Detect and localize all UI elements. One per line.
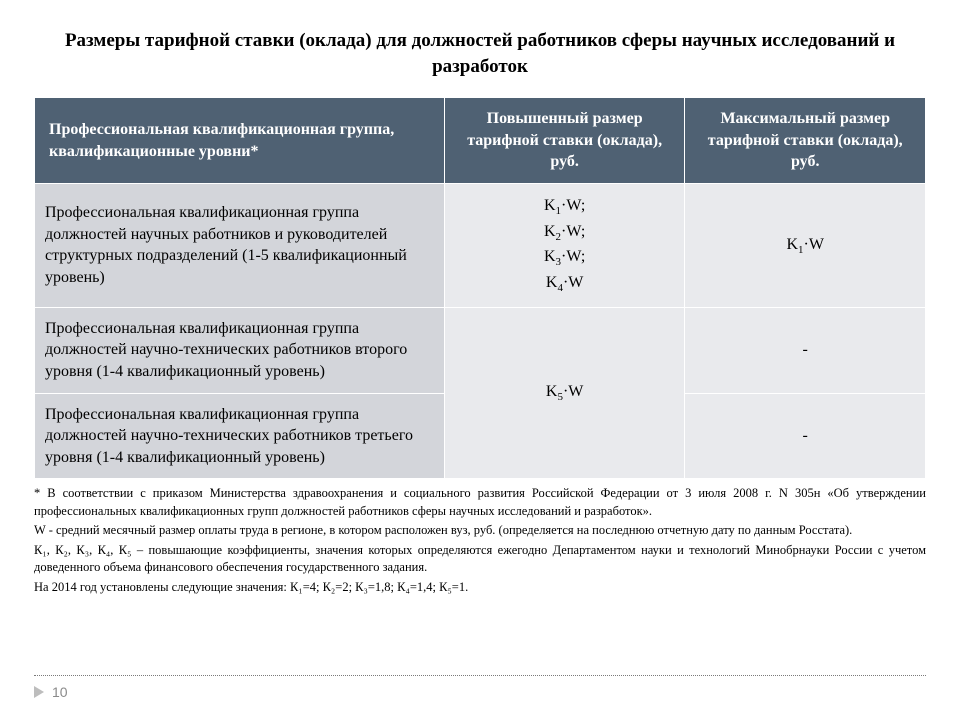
page-number: 10	[52, 684, 68, 700]
footnote-p4: На 2014 год установлены следующие значен…	[34, 579, 926, 597]
group-cell: Профессиональная квалификационная группа…	[35, 307, 445, 393]
arrow-icon	[34, 686, 44, 698]
table-row: Профессиональная квалификационная группа…	[35, 184, 926, 308]
max-cell: -	[685, 393, 926, 479]
max-cell: -	[685, 307, 926, 393]
divider	[34, 675, 926, 676]
max-cell: K1·W	[685, 184, 926, 308]
elevated-cell: K1·W; K2·W; K3·W; K4·W	[444, 184, 685, 308]
page-title: Размеры тарифной ставки (оклада) для дол…	[34, 28, 926, 79]
group-cell: Профессиональная квалификационная группа…	[35, 393, 445, 479]
footnote-p3: К₁, К₂, К₃, К₄, К₅ – повышающие коэффици…	[34, 542, 926, 577]
th-elevated: Повышенный размер тарифной ставки (оклад…	[444, 98, 685, 184]
footnote: * В соответствии с приказом Министерства…	[34, 485, 926, 596]
tariff-table: Профессиональная квалификационная группа…	[34, 97, 926, 479]
table-row: Профессиональная квалификационная группа…	[35, 307, 926, 393]
th-max: Максимальный размер тарифной ставки (окл…	[685, 98, 926, 184]
footnote-p2: W - средний месячный размер оплаты труда…	[34, 522, 926, 540]
th-group: Профессиональная квалификационная группа…	[35, 98, 445, 184]
elevated-cell: K5·W	[444, 307, 685, 479]
group-cell: Профессиональная квалификационная группа…	[35, 184, 445, 308]
pager: 10	[34, 684, 68, 700]
footnote-p1: * В соответствии с приказом Министерства…	[34, 485, 926, 520]
